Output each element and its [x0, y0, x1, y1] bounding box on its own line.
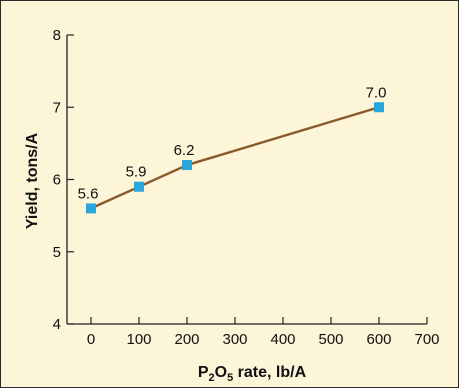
- x-tick-label: 0: [87, 331, 95, 348]
- data-label: 6.2: [174, 142, 195, 159]
- x-tick-label: 200: [174, 331, 199, 348]
- y-tick-label: 4: [53, 316, 61, 333]
- x-tick-label: 400: [270, 331, 295, 348]
- y-tick-label: 5: [53, 244, 61, 261]
- axes: 4 5 6 7 8 0 100 200 300 400 500 600 700: [53, 27, 440, 348]
- x-axis-title-part: rate, lb/A: [233, 364, 306, 381]
- x-axis-title-part: 5: [227, 372, 233, 384]
- data-label: 7.0: [366, 84, 387, 101]
- y-tick-label: 8: [53, 27, 61, 44]
- x-tick-label: 300: [222, 331, 247, 348]
- data-point: [86, 203, 96, 214]
- x-axis-title-part: O: [215, 364, 227, 381]
- x-axis-title-part: P: [198, 364, 209, 381]
- data-labels-group: 5.6 5.9 6.2 7.0: [78, 84, 387, 202]
- data-label: 5.9: [126, 164, 147, 181]
- y-axis-title: Yield, tons/A: [24, 132, 41, 229]
- x-tick-label: 600: [366, 331, 391, 348]
- data-point: [182, 160, 192, 171]
- x-tick-label: 100: [126, 331, 151, 348]
- data-point: [134, 181, 144, 192]
- y-tick-label: 7: [53, 99, 61, 116]
- x-axis-title: P2O5 rate, lb/A: [198, 364, 307, 384]
- data-point: [374, 102, 384, 113]
- y-tick-label: 6: [53, 172, 61, 189]
- x-tick-label: 500: [318, 331, 343, 348]
- series-group: [86, 102, 384, 214]
- x-tick-label: 700: [414, 331, 439, 348]
- x-axis-title-part: 2: [209, 372, 215, 384]
- series-line: [90, 106, 380, 210]
- data-label: 5.6: [78, 185, 99, 202]
